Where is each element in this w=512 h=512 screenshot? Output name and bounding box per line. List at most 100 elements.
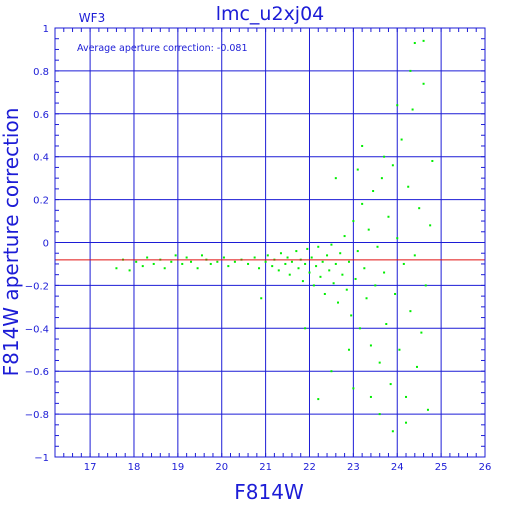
x-tick-label: 18 [128,462,141,473]
data-point [387,215,390,218]
data-point [279,252,282,255]
annotation: Average aperture correction: -0.081 [77,43,248,54]
x-tick-label: 19 [171,462,184,473]
y-tick-label: −0.6 [25,367,49,378]
data-point [258,267,261,270]
data-point [358,327,361,330]
y-tick-label: −1 [34,453,49,464]
corner-label: WF3 [79,11,105,25]
data-point [319,275,322,278]
data-point [422,39,425,42]
data-point [350,314,353,317]
data-point [115,267,118,270]
data-point [356,250,359,253]
data-point [369,395,372,398]
data-point [284,262,287,265]
data-point [341,273,344,276]
data-point [264,260,267,263]
data-point [347,260,350,263]
data-point [380,177,383,180]
y-tick-label: −0.8 [25,410,49,421]
data-point [415,365,418,368]
data-point [354,277,357,280]
data-point [135,260,138,263]
chart-title: lmc_u2xj04 [216,3,325,25]
data-point [146,256,149,259]
data-point [209,262,212,265]
data-point [286,256,289,259]
data-point [306,247,309,250]
data-point [418,207,421,210]
data-point [429,224,432,227]
x-tick-label: 22 [303,462,316,473]
data-point [332,282,335,285]
data-point [361,144,364,147]
data-point [277,269,280,272]
data-point [334,262,337,265]
x-tick-label: 23 [347,462,360,473]
data-point [233,260,236,263]
data-point [330,370,333,373]
data-point [413,42,416,45]
scatter-points [115,39,434,433]
data-point [391,430,394,433]
data-point [163,267,166,270]
data-point [391,164,394,167]
data-point [356,168,359,171]
data-point [405,421,408,424]
data-point [374,284,377,287]
data-point [323,292,326,295]
data-point [365,297,368,300]
data-point [328,269,331,272]
data-point [413,254,416,257]
data-point [396,237,399,240]
data-point [409,69,412,72]
y-tick-label: 0 [43,239,49,250]
data-point [411,108,414,111]
data-point [376,245,379,248]
data-point [170,260,173,263]
data-point [372,190,375,193]
y-axis-label: F814W aperture correction [0,108,23,377]
data-point [405,395,408,398]
data-point [288,273,291,276]
y-tick-label: 0.8 [33,67,49,78]
data-point [402,262,405,265]
data-point [297,267,300,270]
data-point [222,256,225,259]
data-point [321,260,324,263]
data-point [383,155,386,158]
tick-labels: 17 18 19 20 21 22 23 24 25 26 −1 −0.8 −0.6 −0.4 −0.2 0 0… [25,24,492,473]
data-point [426,408,429,411]
data-point [339,252,342,255]
data-point [400,138,403,141]
y-tick-label: 0.6 [33,110,49,121]
data-point [345,288,348,291]
data-point [409,310,412,313]
x-tick-label: 26 [479,462,492,473]
x-tick-label: 21 [259,462,272,473]
data-point [385,323,388,326]
data-point [290,260,293,263]
x-tick-label: 17 [84,462,97,473]
x-tick-label: 25 [435,462,448,473]
data-point [304,262,307,265]
data-point [271,265,274,268]
data-point [253,256,256,259]
data-point [347,348,350,351]
data-point [216,260,219,263]
data-point [308,271,311,274]
data-point [312,284,315,287]
x-tick-label: 20 [215,462,228,473]
data-point [260,297,263,300]
data-point [431,159,434,162]
data-point [330,243,333,246]
data-point [369,344,372,347]
y-tick-label: 1 [43,24,49,35]
data-point [295,250,298,253]
data-point [334,177,337,180]
data-point [128,269,131,272]
data-point [422,82,425,85]
